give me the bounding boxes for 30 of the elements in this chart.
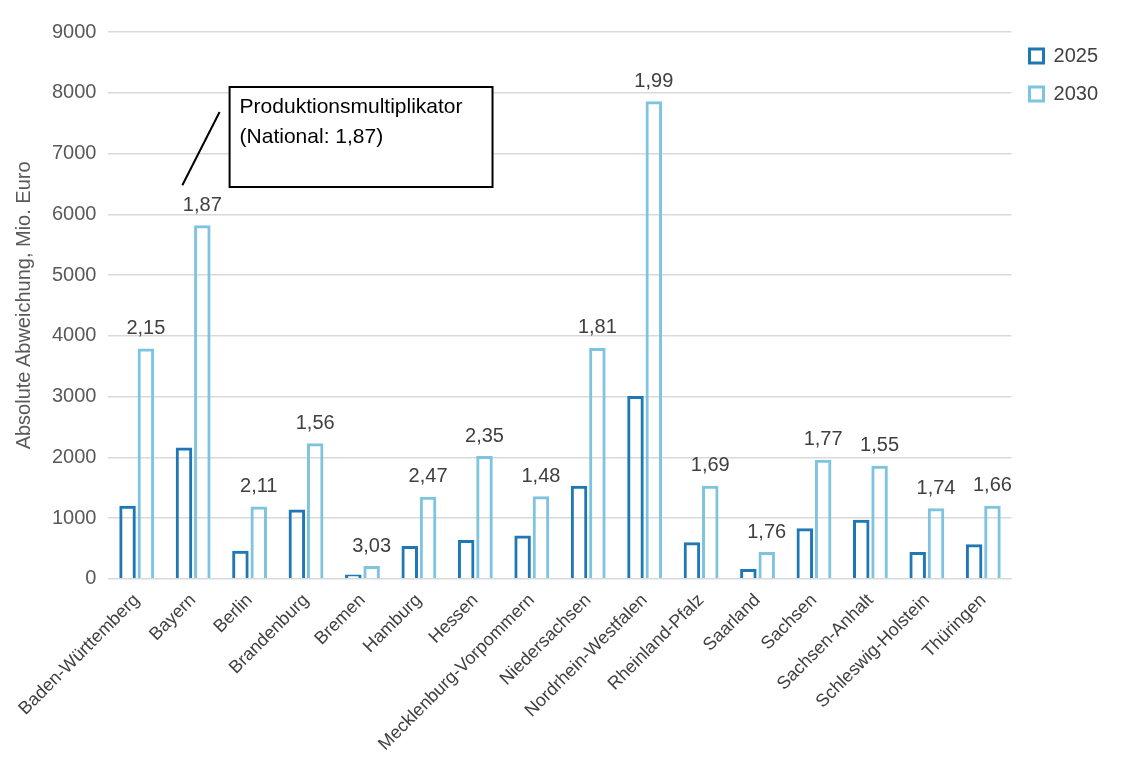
annotation: 1,76 <box>747 519 787 542</box>
annotation: 1,77 <box>803 427 843 450</box>
annotation: 1,56 <box>295 410 335 433</box>
annotation: 1,66 <box>972 473 1012 496</box>
y-tick-label: 0 <box>85 566 97 589</box>
annotation: 1,99 <box>634 68 674 91</box>
annotation: 2,11 <box>240 473 278 496</box>
annotation: 1,74 <box>916 475 956 498</box>
y-tick-label: 7000 <box>51 141 97 164</box>
y-axis-title: Absolute Abweichung, Mio. Euro <box>11 161 34 450</box>
annotation: 1,48 <box>521 463 561 486</box>
annotation: 1,69 <box>690 453 730 476</box>
y-tick-label: 4000 <box>51 323 97 346</box>
annotation: 1,87 <box>182 192 222 215</box>
y-tick-label: 6000 <box>51 201 97 224</box>
legend-label: 2025 <box>1053 43 1099 66</box>
y-tick-label: 8000 <box>51 80 97 103</box>
annotation: 3,03 <box>352 533 392 556</box>
annotation: 2,47 <box>408 464 448 487</box>
annotation: 2,15 <box>126 316 166 339</box>
annotation: 1,81 <box>577 315 617 338</box>
y-tick-label: 9000 <box>51 19 97 42</box>
legend-label: 2030 <box>1053 81 1099 104</box>
annotation: Produktionsmultiplikator (National: 1,87) <box>239 94 463 148</box>
y-tick-label: 5000 <box>51 262 97 285</box>
y-tick-label: 2000 <box>51 444 97 467</box>
annotation: 1,55 <box>860 433 900 456</box>
y-tick-label: 1000 <box>51 505 97 528</box>
y-tick-label: 3000 <box>51 384 97 407</box>
annotation: 2,35 <box>465 423 504 446</box>
